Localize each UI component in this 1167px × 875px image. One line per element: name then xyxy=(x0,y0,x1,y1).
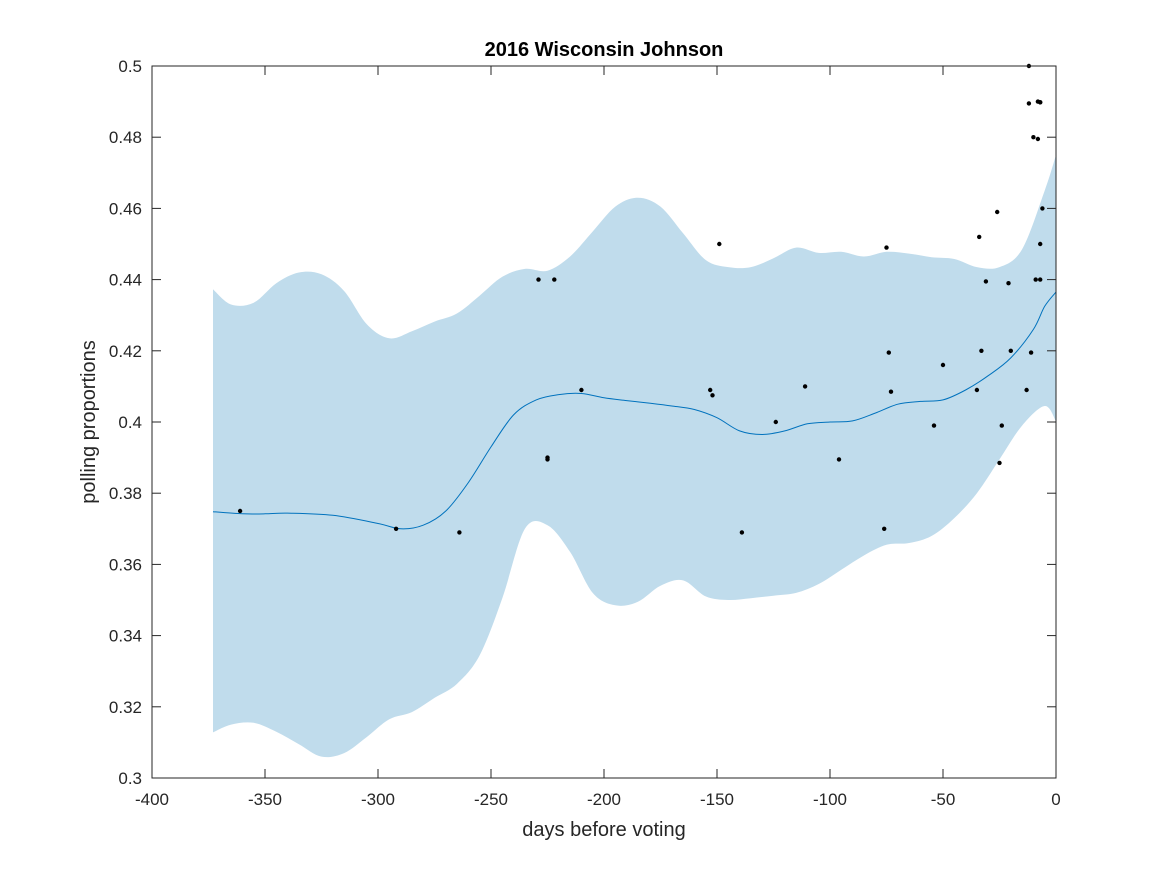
x-tick-label: -50 xyxy=(931,790,956,809)
y-tick-label: 0.32 xyxy=(109,698,142,717)
x-tick-label: -100 xyxy=(813,790,847,809)
data-point xyxy=(999,423,1004,428)
y-tick-label: 0.38 xyxy=(109,484,142,503)
y-tick-label: 0.36 xyxy=(109,555,142,574)
y-axis-ticks: 0.3 0.32 0.34 0.36 0.38 0.4 0.42 0.44 0.46 0.48 0.… xyxy=(109,57,1056,788)
data-point xyxy=(1031,135,1036,140)
data-point xyxy=(1008,348,1013,353)
y-tick-label: 0.5 xyxy=(118,57,142,76)
data-point xyxy=(802,384,808,389)
data-point xyxy=(579,387,584,393)
data-point xyxy=(983,279,989,284)
data-point xyxy=(940,362,946,368)
trend-line xyxy=(212,291,1057,530)
data-points xyxy=(237,63,1045,535)
data-point xyxy=(997,460,1002,466)
data-point xyxy=(995,209,1000,215)
y-tick-label: 0.44 xyxy=(109,271,142,290)
y-tick-label: 0.34 xyxy=(109,627,142,646)
y-tick-label: 0.3 xyxy=(118,769,142,788)
data-point xyxy=(1006,281,1011,286)
confidence-band xyxy=(213,155,1056,758)
chart-title: 2016 Wisconsin Johnson xyxy=(485,39,724,61)
data-point xyxy=(974,387,980,393)
data-point xyxy=(1024,387,1029,393)
data-point xyxy=(1038,241,1043,247)
y-tick-label: 0.48 xyxy=(109,128,142,147)
x-axis-label: days before voting xyxy=(522,819,685,841)
data-point xyxy=(237,508,243,514)
data-point xyxy=(1028,350,1034,355)
data-point xyxy=(1038,277,1043,282)
data-point xyxy=(1038,100,1043,105)
data-point xyxy=(977,234,982,240)
x-tick-label: -150 xyxy=(700,790,734,809)
x-tick-label: -350 xyxy=(248,790,282,809)
x-axis-ticks: -400 -350 -300 -250 -200 -150 -100 -50 0 xyxy=(135,66,1061,809)
plot-area xyxy=(212,63,1057,758)
x-tick-label: -300 xyxy=(361,790,395,809)
data-point xyxy=(882,526,887,531)
data-point xyxy=(739,530,745,535)
data-point xyxy=(931,423,937,428)
data-point xyxy=(393,526,399,531)
data-point xyxy=(1026,101,1032,106)
data-point xyxy=(773,419,778,425)
x-tick-label: 0 xyxy=(1051,790,1060,809)
data-point xyxy=(708,387,713,393)
data-point xyxy=(545,457,550,462)
data-point xyxy=(1035,136,1041,142)
data-point xyxy=(1040,206,1045,211)
y-tick-label: 0.42 xyxy=(109,342,142,361)
data-point xyxy=(888,389,894,394)
y-axis-label: polling proportions xyxy=(78,340,100,503)
data-point xyxy=(884,245,889,250)
data-point xyxy=(552,277,557,282)
x-tick-label: -250 xyxy=(474,790,508,809)
x-tick-label: -200 xyxy=(587,790,621,809)
data-point xyxy=(536,277,541,282)
data-point xyxy=(717,241,722,247)
data-point xyxy=(836,457,842,462)
x-tick-label: -400 xyxy=(135,790,169,809)
data-point xyxy=(1033,277,1038,282)
data-point xyxy=(457,530,462,535)
data-point xyxy=(886,350,891,355)
data-point xyxy=(979,348,984,353)
y-tick-label: 0.4 xyxy=(118,413,142,432)
y-tick-label: 0.46 xyxy=(109,199,142,218)
data-point xyxy=(710,393,715,398)
axes: -400 -350 -300 -250 -200 -150 -100 -50 0 0.3 0.32… xyxy=(109,57,1061,809)
